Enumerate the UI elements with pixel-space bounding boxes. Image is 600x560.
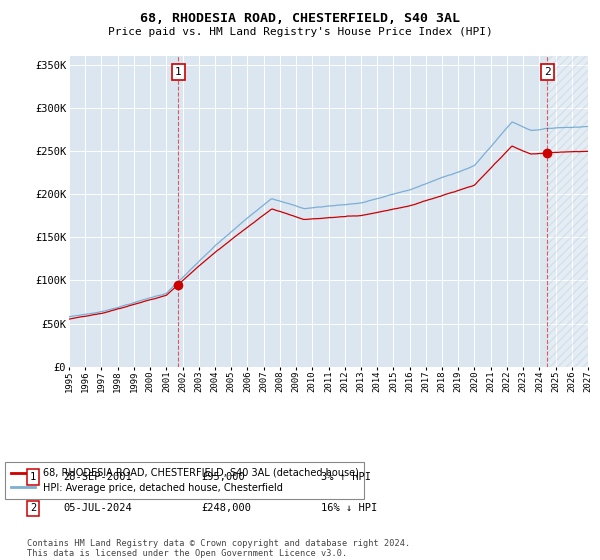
- Text: 2: 2: [30, 503, 36, 514]
- Text: £248,000: £248,000: [201, 503, 251, 514]
- Text: 28-SEP-2001: 28-SEP-2001: [63, 472, 132, 482]
- Text: 2: 2: [544, 67, 551, 77]
- Text: 1: 1: [175, 67, 182, 77]
- Text: 16% ↓ HPI: 16% ↓ HPI: [321, 503, 377, 514]
- Legend: 68, RHODESIA ROAD, CHESTERFIELD, S40 3AL (detached house), HPI: Average price, d: 68, RHODESIA ROAD, CHESTERFIELD, S40 3AL…: [5, 462, 364, 499]
- Bar: [547, 56, 588, 367]
- Text: 68, RHODESIA ROAD, CHESTERFIELD, S40 3AL: 68, RHODESIA ROAD, CHESTERFIELD, S40 3AL: [140, 12, 460, 25]
- Text: 1: 1: [30, 472, 36, 482]
- Text: 3% ↑ HPI: 3% ↑ HPI: [321, 472, 371, 482]
- Text: Contains HM Land Registry data © Crown copyright and database right 2024.
This d: Contains HM Land Registry data © Crown c…: [27, 539, 410, 558]
- Text: £95,000: £95,000: [201, 472, 245, 482]
- Text: Price paid vs. HM Land Registry's House Price Index (HPI): Price paid vs. HM Land Registry's House …: [107, 27, 493, 37]
- Text: 05-JUL-2024: 05-JUL-2024: [63, 503, 132, 514]
